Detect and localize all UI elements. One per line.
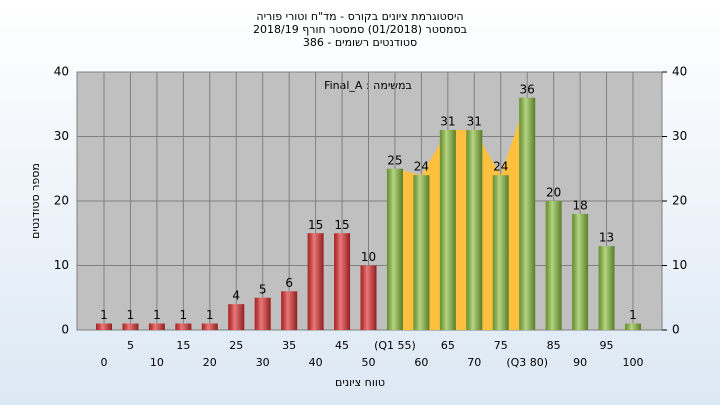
bar-shade xyxy=(598,246,615,330)
x-tick-label: 100 xyxy=(623,356,644,369)
y2-tick-label: 30 xyxy=(672,129,687,143)
x-tick-label: 0 xyxy=(101,356,108,369)
x-tick-label: 40 xyxy=(309,356,323,369)
value-label: 1 xyxy=(100,308,108,322)
value-label: 31 xyxy=(467,115,482,129)
x-tick-label: 10 xyxy=(150,356,164,369)
value-label: 20 xyxy=(546,186,561,200)
y-tick-label: 30 xyxy=(54,129,69,143)
bar-shade xyxy=(96,323,112,330)
y-tick-label: 0 xyxy=(61,323,69,337)
value-label: 24 xyxy=(493,160,508,174)
bar-shade xyxy=(413,175,430,330)
bar-shade xyxy=(625,323,641,330)
bar-shade xyxy=(545,201,562,330)
bar-shade xyxy=(519,97,536,330)
bar-shade xyxy=(175,323,192,330)
value-label: 15 xyxy=(308,218,323,232)
bar-shade xyxy=(307,233,324,330)
x-tick-label: 5 xyxy=(127,339,134,352)
value-label: 1 xyxy=(206,308,214,322)
value-label: 5 xyxy=(259,282,267,296)
value-label: 6 xyxy=(285,276,293,290)
bar-shade xyxy=(281,291,298,330)
chart-title: היסטוגרמת ציונים בקורס - מד"ח וטורי פורי… xyxy=(256,10,463,23)
bar-shade xyxy=(201,323,218,330)
y2-tick-label: 10 xyxy=(672,258,687,272)
bar-shade xyxy=(572,213,589,330)
value-label: 10 xyxy=(361,250,376,264)
value-label: 4 xyxy=(232,289,240,303)
value-label: 1 xyxy=(153,308,161,322)
value-label: 36 xyxy=(520,82,535,96)
value-label: 18 xyxy=(572,198,587,212)
bar-shade xyxy=(122,323,139,330)
x-tick-label: 65 xyxy=(441,339,455,352)
x-tick-label: 30 xyxy=(256,356,270,369)
bar-shade xyxy=(254,297,271,330)
value-label: 25 xyxy=(387,153,402,167)
bar-shade xyxy=(386,168,403,330)
y2-tick-label: 20 xyxy=(672,194,687,208)
y-axis-label: מספר סטודנטים xyxy=(29,163,42,239)
x-axis-label: טווח ציונים xyxy=(335,376,385,389)
x-tick-label: 90 xyxy=(573,356,587,369)
bar-shade xyxy=(492,175,509,330)
bar-shade xyxy=(148,323,165,330)
x-tick-label: 75 xyxy=(494,339,508,352)
chart-title: סטודנטים רשומים - 386 xyxy=(303,36,417,49)
bar-shade xyxy=(360,265,377,330)
x-tick-label: 35 xyxy=(282,339,296,352)
value-label: 1 xyxy=(180,308,188,322)
x-tick-label: 50 xyxy=(362,356,376,369)
bar-shade xyxy=(334,233,351,330)
value-label: 31 xyxy=(440,115,455,129)
bar-shade xyxy=(439,130,456,330)
x-tick-label: 70 xyxy=(467,356,481,369)
x-tick-label: 20 xyxy=(203,356,217,369)
x-tick-label: 15 xyxy=(176,339,190,352)
x-tick-label: (Q3 80) xyxy=(506,356,548,369)
value-label: 1 xyxy=(127,308,135,322)
chart-title: בסמסטר (01/2018) סמסטר חורף 2018/19 xyxy=(253,23,467,36)
x-tick-label: 25 xyxy=(229,339,243,352)
value-label: 13 xyxy=(599,231,614,245)
value-label: 15 xyxy=(334,218,349,232)
y-tick-label: 20 xyxy=(54,194,69,208)
value-label: 24 xyxy=(414,160,429,174)
y-tick-label: 40 xyxy=(54,65,69,79)
x-tick-label: 85 xyxy=(547,339,561,352)
x-tick-label: 95 xyxy=(600,339,614,352)
value-label: 1 xyxy=(629,308,637,322)
y2-tick-label: 0 xyxy=(672,323,680,337)
y2-tick-label: 40 xyxy=(672,65,687,79)
bar-shade xyxy=(466,130,483,330)
x-tick-label: (Q1 55) xyxy=(374,339,416,352)
x-tick-label: 60 xyxy=(414,356,428,369)
bar-shade xyxy=(228,304,245,330)
x-tick-label: 45 xyxy=(335,339,349,352)
y-tick-label: 10 xyxy=(54,258,69,272)
